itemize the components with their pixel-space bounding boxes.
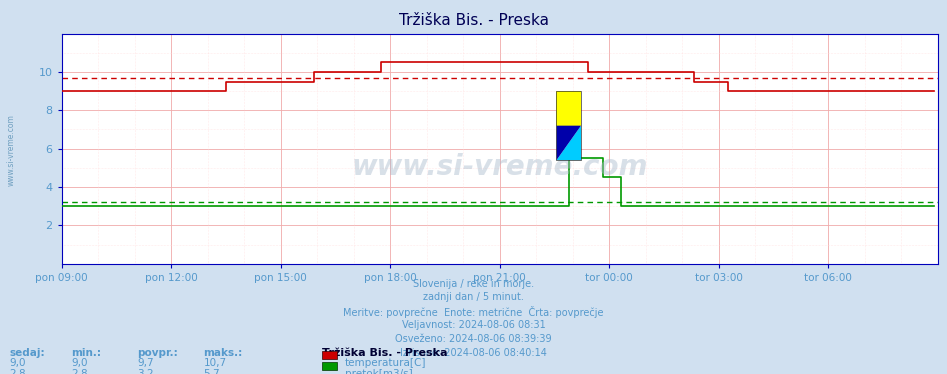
Text: 9,0: 9,0	[9, 358, 26, 368]
Text: www.si-vreme.com: www.si-vreme.com	[7, 114, 16, 186]
Text: 5,7: 5,7	[204, 369, 221, 374]
Text: Veljavnost: 2024-08-06 08:31: Veljavnost: 2024-08-06 08:31	[402, 320, 545, 330]
Text: min.:: min.:	[71, 348, 101, 358]
Text: www.si-vreme.com: www.si-vreme.com	[351, 153, 648, 181]
Text: Osveženo: 2024-08-06 08:39:39: Osveženo: 2024-08-06 08:39:39	[395, 334, 552, 344]
Text: 2,8: 2,8	[9, 369, 27, 374]
Text: 9,7: 9,7	[137, 358, 154, 368]
Text: Izrisano: 2024-08-06 08:40:14: Izrisano: 2024-08-06 08:40:14	[400, 348, 547, 358]
Text: temperatura[C]: temperatura[C]	[345, 358, 426, 368]
Text: pretok[m3/s]: pretok[m3/s]	[345, 369, 413, 374]
Text: 3,2: 3,2	[137, 369, 154, 374]
Polygon shape	[557, 91, 581, 126]
Text: zadnji dan / 5 minut.: zadnji dan / 5 minut.	[423, 292, 524, 303]
Text: Meritve: povprečne  Enote: metrične  Črta: povprečje: Meritve: povprečne Enote: metrične Črta:…	[343, 306, 604, 318]
Text: Tržiška Bis. - Preska: Tržiška Bis. - Preska	[399, 13, 548, 28]
Polygon shape	[557, 126, 581, 160]
Text: Tržiška Bis. - Preska: Tržiška Bis. - Preska	[322, 348, 448, 358]
Text: povpr.:: povpr.:	[137, 348, 178, 358]
Text: 10,7: 10,7	[204, 358, 226, 368]
Text: 2,8: 2,8	[71, 369, 88, 374]
Text: Slovenija / reke in morje.: Slovenija / reke in morje.	[413, 279, 534, 289]
Text: maks.:: maks.:	[204, 348, 242, 358]
Text: sedaj:: sedaj:	[9, 348, 45, 358]
Text: 9,0: 9,0	[71, 358, 87, 368]
Polygon shape	[557, 126, 581, 160]
